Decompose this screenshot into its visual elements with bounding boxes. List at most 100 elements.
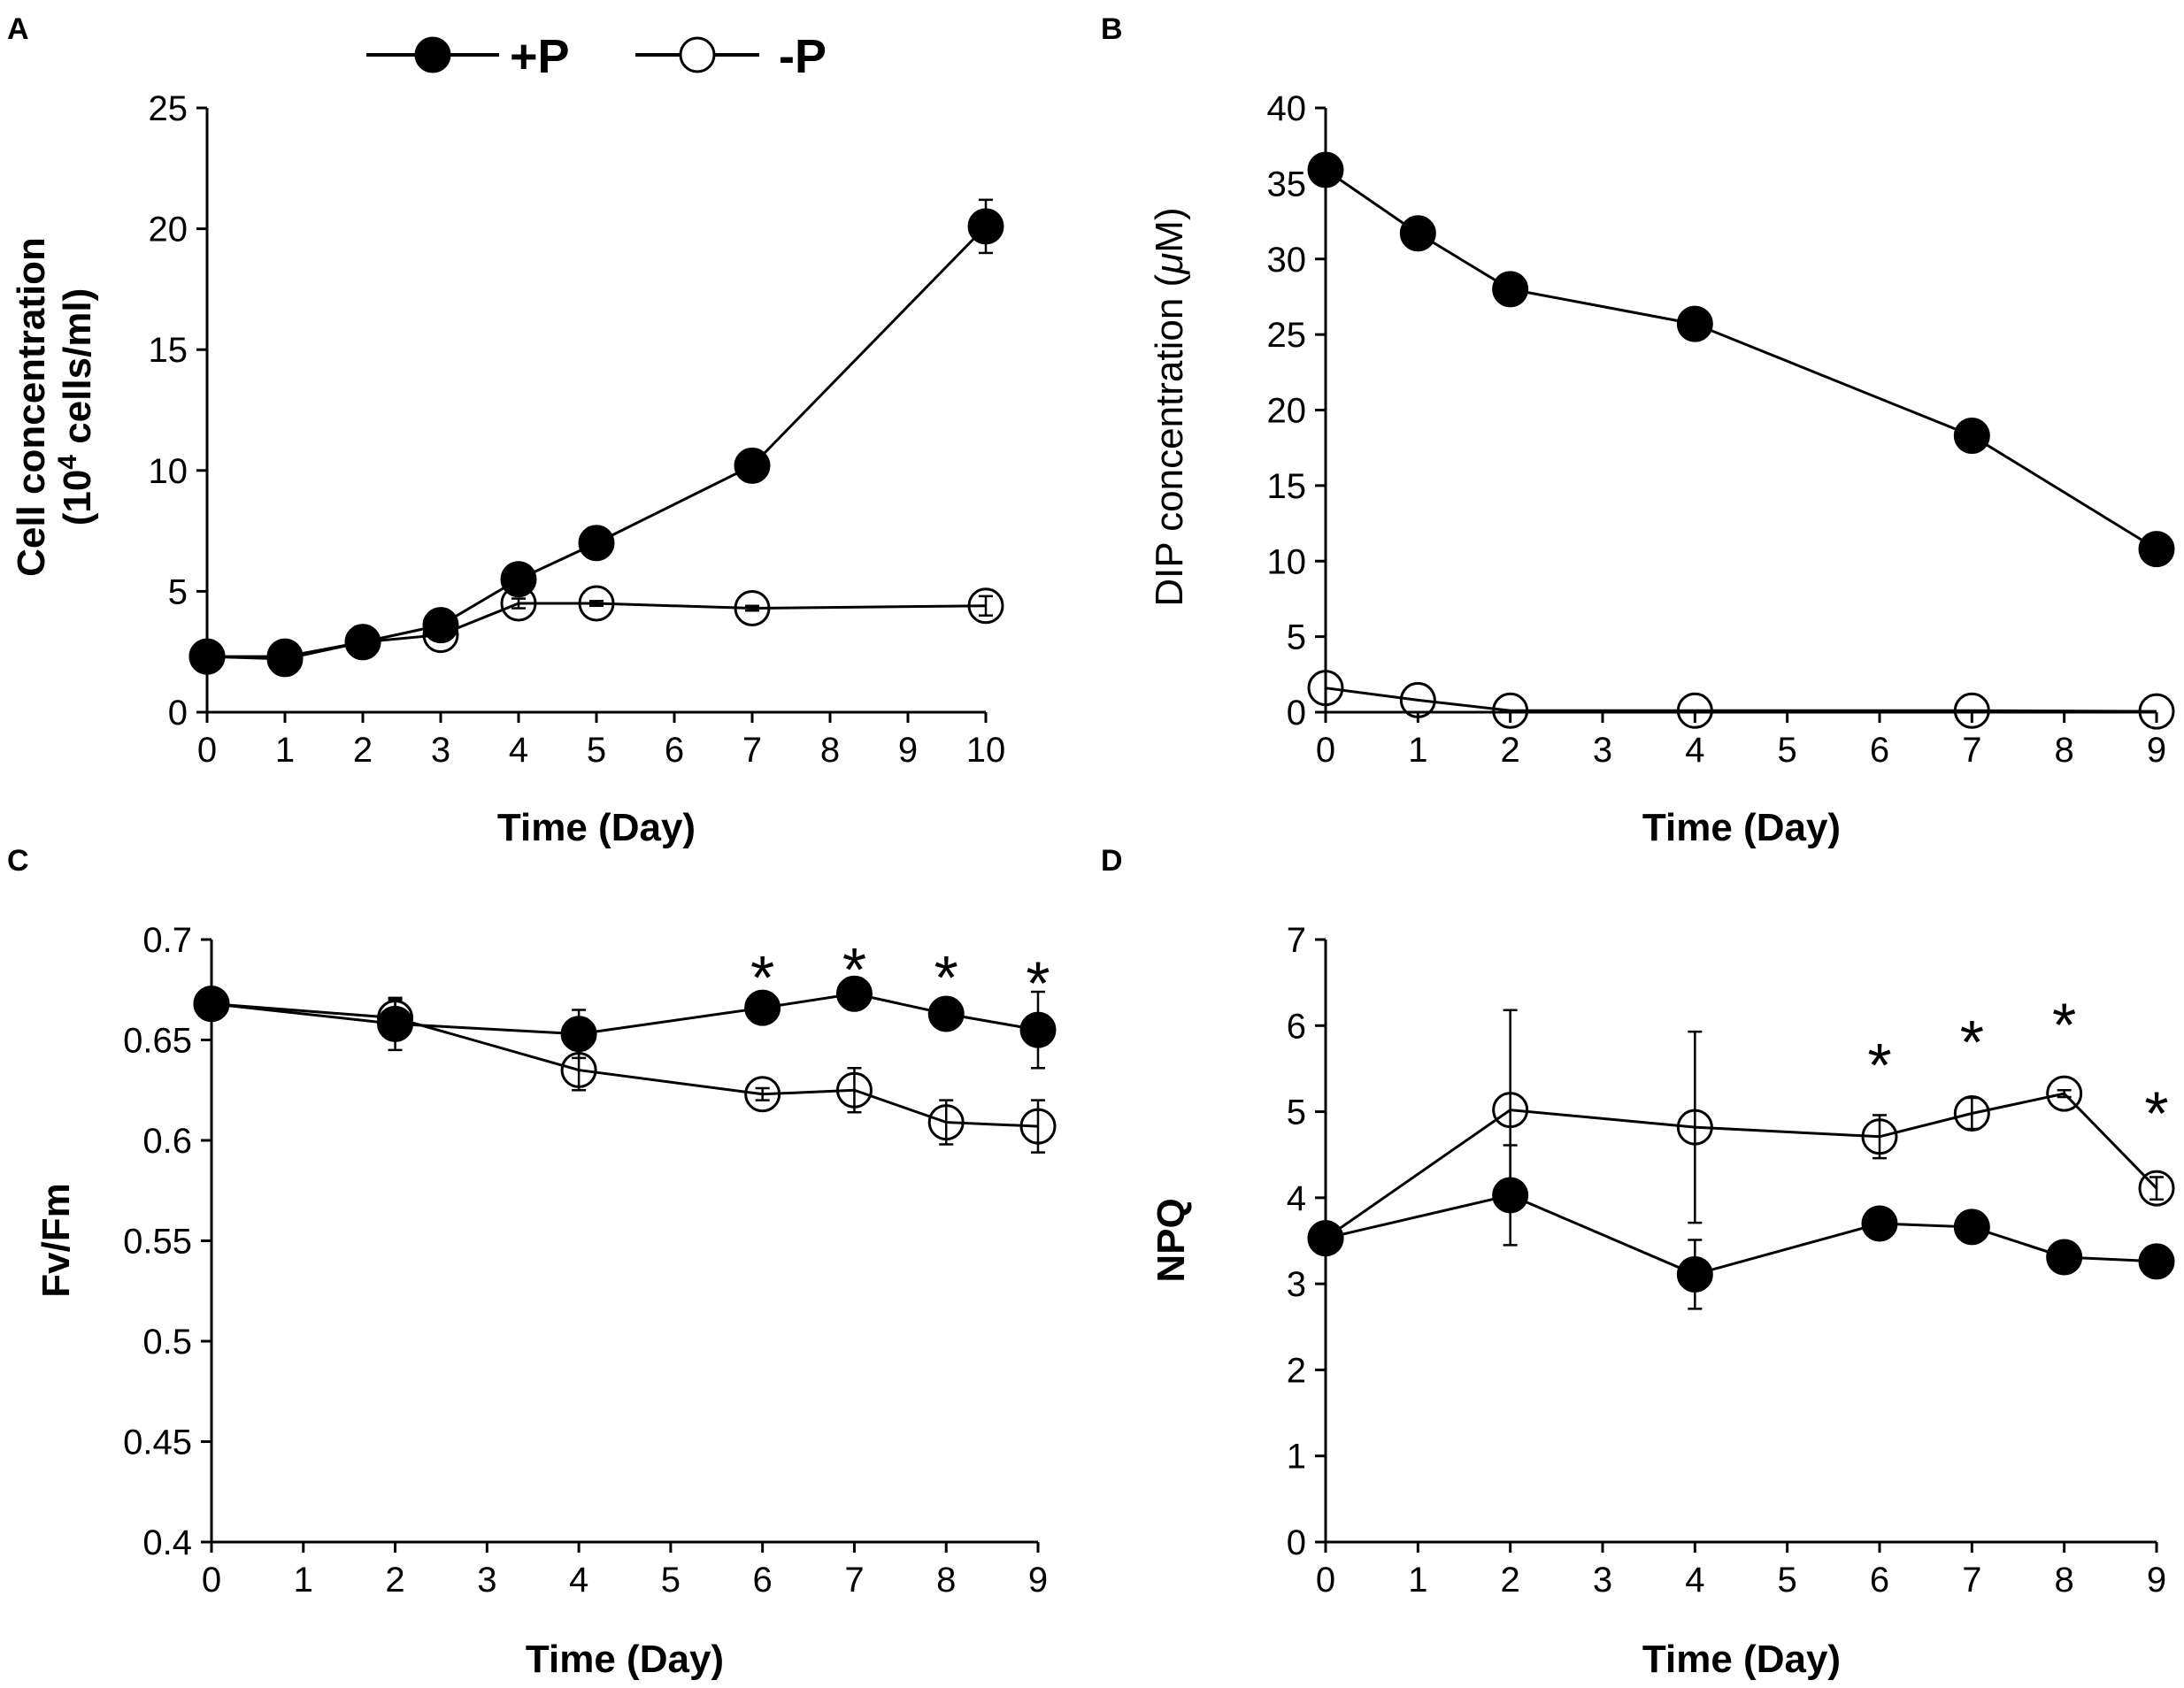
y-tick-label: 40: [1267, 89, 1307, 128]
y-tick-label: 10: [1267, 542, 1307, 581]
y-tick-label: 1: [1287, 1438, 1306, 1477]
data-point-plus-p: [422, 607, 459, 644]
legend-label-plus-p: +P: [510, 30, 570, 83]
panel-label-a: A: [7, 12, 29, 46]
data-point-plus-p: [927, 995, 965, 1032]
data-point-plus-p: [1861, 1205, 1898, 1242]
x-tick-label: 3: [477, 1561, 496, 1600]
x-tick-label: 2: [1501, 731, 1520, 770]
panel-label-d: D: [1101, 844, 1123, 878]
y-axis-label: DIP concentration (μM): [1148, 207, 1191, 606]
significance-star: *: [842, 935, 866, 1004]
x-tick-label: 6: [665, 731, 684, 770]
significance-star: *: [2144, 1079, 2168, 1148]
x-tick-label: 8: [936, 1561, 956, 1600]
y-tick-label: 3: [1287, 1265, 1306, 1304]
panel-label-b: B: [1101, 12, 1123, 46]
data-point-plus-p: [1307, 151, 1344, 188]
x-tick-label: 2: [1501, 1561, 1520, 1600]
x-tick-label: 7: [844, 1561, 864, 1600]
y-tick-label: 0.7: [142, 921, 192, 960]
data-point-plus-p: [266, 641, 304, 678]
y-tick-label: 6: [1287, 1007, 1306, 1046]
x-axis-label: Time (Day): [1642, 806, 1841, 849]
y-tick-label: 15: [1267, 467, 1307, 506]
y-axis-label: Fv/Fm: [35, 1183, 78, 1298]
x-tick-label: 3: [1593, 731, 1612, 770]
x-tick-label: 3: [1593, 1561, 1612, 1600]
y-axis-label-units-exp: 4: [53, 455, 82, 470]
x-tick-label: 8: [2055, 731, 2074, 770]
data-point-plus-p: [734, 447, 771, 484]
x-tick-label: 4: [509, 731, 528, 770]
x-tick-label: 6: [753, 1561, 773, 1600]
data-point-minus-p: [1676, 1109, 1713, 1146]
y-tick-label: 0.5: [142, 1323, 192, 1362]
x-tick-label: 7: [742, 731, 762, 770]
data-point-minus-p: [744, 1076, 781, 1113]
x-tick-label: 0: [197, 731, 217, 770]
x-axis-label: Time (Day): [526, 1638, 724, 1681]
data-point-minus-p: [1953, 1095, 1990, 1132]
data-point-minus-p: [1676, 692, 1713, 729]
data-point-minus-p: [2046, 1075, 2083, 1112]
legend: +P -P: [366, 30, 827, 83]
y-tick-label: 35: [1267, 165, 1307, 203]
data-point-minus-p: [1399, 681, 1436, 718]
x-tick-label: 1: [1408, 731, 1427, 770]
data-point-plus-p: [1399, 215, 1436, 252]
y-axis-label: Cell concentration: [10, 237, 53, 577]
series-line-minus-p: [211, 1002, 1039, 1128]
data-point-minus-p: [1019, 1108, 1057, 1145]
chart-panel-a: 0 5 10 15 20 25 0 1 2 3 4 5 6 7 8 9 10 Time (Day) Cell con…: [10, 89, 1005, 849]
y-tick-label: 30: [1267, 241, 1307, 280]
significance-star: *: [750, 943, 774, 1012]
chart-panel-d: 0 1 2 3 4 5 6 7 0 1 2 3 4 5 6 7 8 9 Time (Day) NPQ * * * *: [1150, 921, 2175, 1681]
data-point-plus-p: [2138, 1243, 2175, 1280]
series-line-plus-p: [1325, 1193, 2157, 1277]
data-point-plus-p: [1953, 418, 1990, 455]
y-tick-label: 0.45: [123, 1423, 192, 1462]
x-tick-label: 0: [202, 1561, 221, 1600]
x-tick-label: 3: [431, 731, 450, 770]
data-point-minus-p: [1492, 1092, 1529, 1129]
series-line-minus-p: [1325, 1092, 2158, 1239]
data-point-plus-p: [967, 208, 1004, 245]
data-point-minus-p: [835, 1071, 873, 1109]
data-point-plus-p: [377, 1005, 414, 1042]
panel-label-c: C: [7, 844, 29, 878]
data-point-plus-p: [500, 561, 537, 598]
significance-star: *: [2052, 990, 2076, 1059]
x-tick-label: 1: [275, 731, 295, 770]
series-line-plus-p: [206, 225, 988, 661]
data-point-plus-p: [1676, 1255, 1713, 1293]
data-point-plus-p: [1492, 271, 1529, 308]
x-tick-label: 2: [353, 731, 373, 770]
x-tick-label: 2: [385, 1561, 404, 1600]
data-point-minus-p: [578, 585, 615, 622]
series-line-plus-p: [1325, 168, 2157, 550]
y-axis-label-units: (104 cells/ml): [53, 288, 99, 526]
x-axis-label: Time (Day): [497, 806, 696, 849]
x-tick-label: 0: [1316, 731, 1335, 770]
x-tick-label: 4: [1685, 731, 1704, 770]
x-tick-label: 5: [661, 1561, 681, 1600]
x-tick-label: 9: [2147, 731, 2166, 770]
y-axis-label-units-rest: cells/ml): [56, 288, 99, 455]
x-tick-label: 5: [1778, 731, 1797, 770]
x-tick-label: 5: [587, 731, 606, 770]
y-axis-label: NPQ: [1150, 1198, 1193, 1282]
x-axis-label: Time (Day): [1642, 1638, 1841, 1681]
x-tick-label: 6: [1870, 1561, 1889, 1600]
data-point-plus-p: [1676, 305, 1713, 342]
x-tick-label: 1: [294, 1561, 313, 1600]
data-point-plus-p: [344, 624, 381, 661]
y-axis-label-main: DIP concentration (: [1148, 273, 1191, 606]
y-tick-label: 15: [149, 331, 188, 370]
x-tick-label: 5: [1778, 1561, 1797, 1600]
x-tick-label: 9: [2147, 1561, 2166, 1600]
y-tick-label: 0: [168, 694, 188, 733]
series-line-minus-p: [1325, 687, 2157, 713]
x-tick-label: 7: [1962, 1561, 1981, 1600]
y-tick-label: 0: [1287, 1523, 1306, 1562]
